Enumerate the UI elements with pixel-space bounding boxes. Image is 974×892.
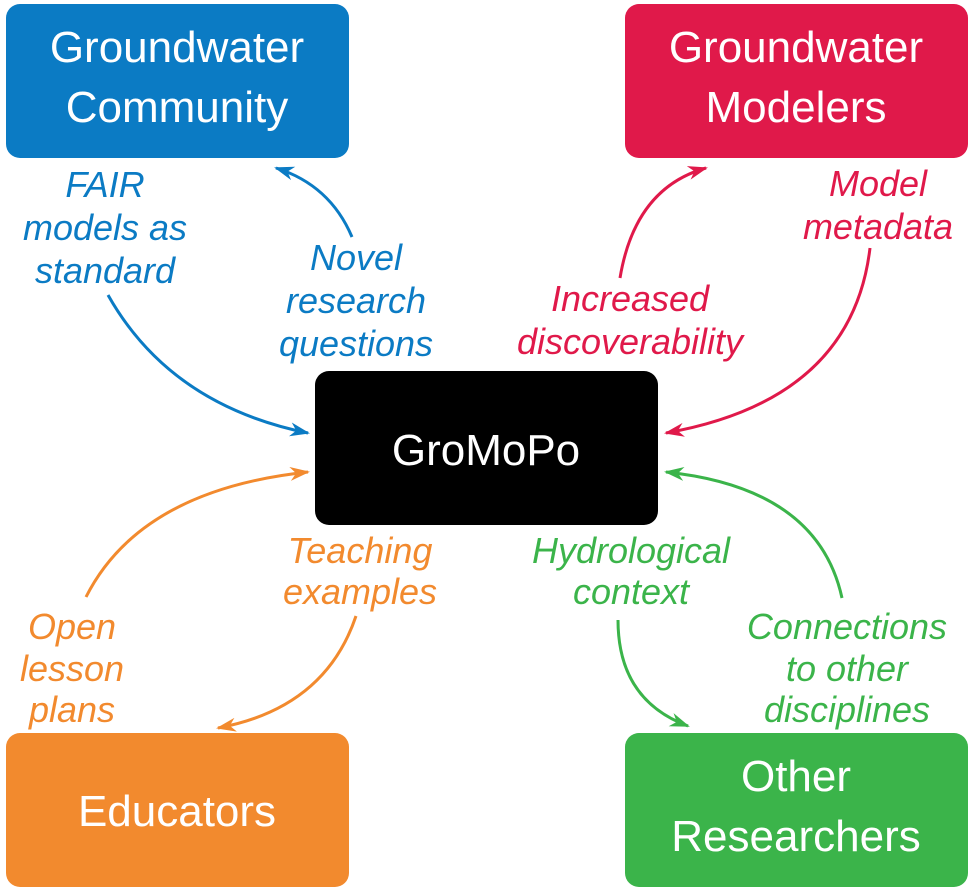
edge-label-line: models as	[23, 207, 187, 248]
node-label: Educators	[78, 787, 276, 836]
edge-label-hydrological-context: Hydrological context	[532, 530, 731, 612]
edge-label-increased-discoverability: Increased discoverability	[517, 278, 745, 362]
edge-label-line: Teaching	[288, 530, 433, 571]
node-label-line2: Modelers	[706, 83, 887, 132]
node-groundwater-community: Groundwater Community	[6, 4, 349, 158]
node-label-line2: Researchers	[671, 812, 920, 861]
edge-label-novel-research: Novel research questions	[279, 237, 433, 364]
node-gromopo: GroMoPo	[315, 371, 658, 525]
arrow-modelers-to-gromopo	[664, 247, 872, 437]
node-box	[6, 733, 349, 887]
node-box	[6, 4, 349, 158]
edge-label-line: Hydrological	[532, 530, 731, 571]
edge-label-line: Model	[829, 163, 928, 204]
edge-label-line: Increased	[551, 278, 710, 319]
edge-label-line: Novel	[310, 237, 403, 278]
arrow-gromopo-to-educators	[216, 615, 358, 732]
arrow-gromopo-to-researchers	[616, 619, 690, 728]
node-label-line1: Groundwater	[669, 23, 923, 72]
arrow-researchers-to-gromopo	[664, 466, 844, 599]
node-box	[625, 4, 968, 158]
edge-label-line: to other	[786, 648, 910, 689]
edge-label-line: examples	[283, 571, 437, 612]
node-groundwater-modelers: Groundwater Modelers	[625, 4, 968, 158]
edge-label-line: discoverability	[517, 321, 745, 362]
edge-label-line: FAIR	[65, 164, 144, 205]
edge-label-teaching-examples: Teaching examples	[283, 530, 437, 612]
edge-label-line: context	[573, 571, 691, 612]
arrow-community-to-gromopo	[106, 294, 310, 437]
edge-label-line: Open	[28, 606, 116, 647]
node-box	[625, 733, 968, 887]
edge-label-line: research	[286, 280, 426, 321]
node-label-line2: Community	[66, 83, 289, 132]
arrow-gromopo-to-community	[274, 166, 354, 238]
node-label-line1: Groundwater	[50, 23, 304, 72]
edge-label-line: lesson	[20, 648, 124, 689]
edge-label-connections: Connections to other disciplines	[747, 606, 947, 730]
edge-label-open-lesson-plans: Open lesson plans	[20, 606, 124, 730]
arrow-gromopo-to-modelers	[618, 166, 708, 279]
node-label: GroMoPo	[392, 426, 580, 475]
edge-label-line: Connections	[747, 606, 947, 647]
edge-label-model-metadata: Model metadata	[803, 163, 953, 247]
node-label-line1: Other	[741, 752, 851, 801]
edge-label-line: questions	[279, 323, 433, 364]
edge-label-line: standard	[35, 250, 176, 291]
edge-label-line: plans	[28, 689, 115, 730]
edge-label-line: disciplines	[764, 689, 930, 730]
node-educators: Educators	[6, 733, 349, 887]
arrow-educators-to-gromopo	[84, 466, 310, 598]
edge-label-fair-models: FAIR models as standard	[23, 164, 187, 291]
node-other-researchers: Other Researchers	[625, 733, 968, 887]
node-box	[315, 371, 658, 525]
edge-label-line: metadata	[803, 206, 953, 247]
